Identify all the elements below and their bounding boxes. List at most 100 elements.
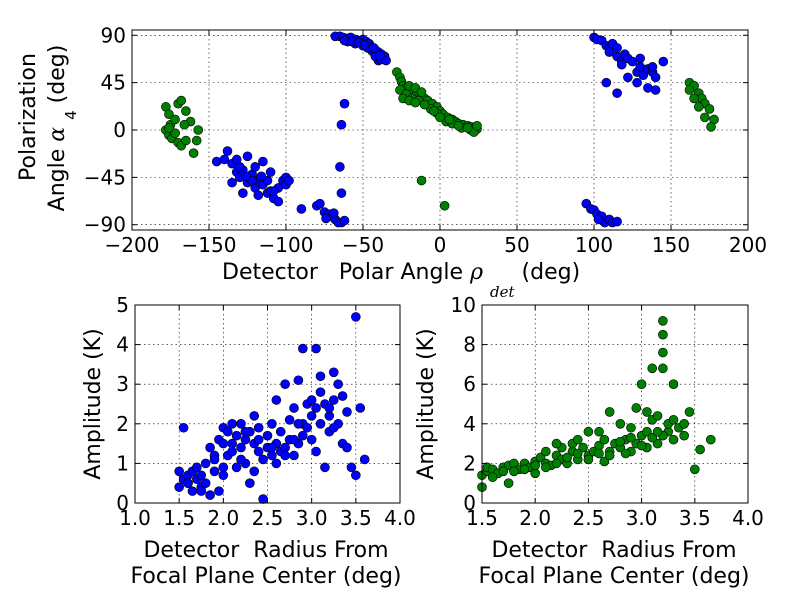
top-green-point bbox=[704, 104, 715, 114]
br-xtick-label: 2.5 bbox=[572, 506, 604, 530]
br-xlabel-line1: Detector Radius From bbox=[491, 538, 736, 563]
top-blue-point bbox=[336, 188, 347, 198]
br-green-point bbox=[541, 446, 551, 457]
br-green-point bbox=[583, 454, 594, 465]
bl-ytick-label: 2 bbox=[116, 412, 129, 436]
top-green-point bbox=[693, 102, 704, 112]
top-blue-point bbox=[219, 154, 230, 165]
top-green-point bbox=[176, 95, 187, 106]
br-green-point bbox=[679, 418, 689, 429]
top-blue-point bbox=[368, 43, 379, 53]
top-xtick-label: 0 bbox=[434, 233, 447, 257]
br-green-point bbox=[541, 462, 551, 473]
bl-blue-point bbox=[253, 434, 264, 445]
br-xtick-label: 2.0 bbox=[519, 506, 551, 530]
bl-blue-point bbox=[328, 367, 339, 378]
br-green-point bbox=[642, 407, 652, 417]
br-xtick-label: 4.0 bbox=[732, 506, 764, 530]
top-green-point bbox=[453, 120, 464, 131]
bl-blue-point bbox=[258, 454, 268, 465]
top-green-point bbox=[706, 122, 716, 132]
bl-blue-point bbox=[293, 375, 304, 386]
bl-blue-point bbox=[324, 403, 335, 413]
br-green-point bbox=[636, 440, 647, 451]
top-green-point bbox=[164, 123, 174, 133]
top-green-point bbox=[462, 123, 473, 133]
top-green-point bbox=[188, 148, 199, 158]
top-blue-point bbox=[612, 216, 622, 227]
bl-blue-point bbox=[231, 430, 242, 441]
br-green-point bbox=[652, 438, 663, 449]
br-green-point bbox=[530, 460, 541, 471]
top-blue-point bbox=[650, 85, 661, 95]
br-green-point bbox=[551, 458, 562, 469]
br-green-point bbox=[594, 448, 604, 459]
br-green-point bbox=[658, 363, 668, 374]
br-green-point bbox=[668, 434, 679, 445]
bl-blue-point bbox=[306, 395, 317, 405]
top-green-point bbox=[179, 119, 190, 130]
bl-ytick-label: 5 bbox=[116, 293, 129, 317]
bl-blue-point bbox=[351, 470, 361, 481]
bl-blue-point bbox=[289, 434, 299, 445]
bl-blue-point bbox=[302, 422, 313, 433]
top-blue-point bbox=[328, 208, 339, 218]
br-green-point bbox=[572, 448, 583, 459]
top-green-point bbox=[439, 200, 450, 211]
top-green-point bbox=[689, 93, 699, 104]
bl-blue-point bbox=[253, 422, 264, 433]
br-xlabel-line2: Focal Plane Center (deg) bbox=[478, 564, 749, 589]
br-xtick-label: 3.5 bbox=[679, 506, 711, 530]
br-green-point bbox=[604, 450, 615, 461]
bl-xtick-label: 3.0 bbox=[296, 506, 328, 530]
bl-ytick-label: 3 bbox=[116, 372, 129, 396]
bl-xlabel-line2: Focal Plane Center (deg) bbox=[130, 564, 401, 589]
top-blue-point bbox=[381, 55, 391, 66]
top-blue-point bbox=[632, 77, 642, 88]
bl-blue-point bbox=[240, 426, 251, 437]
br-green-point bbox=[668, 379, 679, 390]
top-green-point bbox=[164, 109, 174, 120]
top-ylabel-line1: Polarization bbox=[16, 53, 41, 181]
br-green-point bbox=[599, 456, 610, 467]
bl-blue-point bbox=[284, 415, 295, 425]
bl-blue-point bbox=[227, 446, 237, 457]
top-green-point bbox=[700, 112, 710, 123]
top-xlabel-det-subscript: det bbox=[490, 283, 515, 301]
bl-blue-point bbox=[258, 494, 268, 504]
top-blue-point bbox=[268, 186, 279, 196]
bl-blue-point bbox=[280, 450, 290, 461]
bl-blue-point bbox=[311, 446, 321, 457]
br-axes-frame bbox=[481, 304, 749, 504]
bl-blue-point bbox=[187, 486, 198, 496]
br-green-point bbox=[647, 432, 658, 443]
br-green-point bbox=[631, 403, 642, 413]
bl-blue-point bbox=[205, 442, 215, 453]
top-green-point bbox=[416, 87, 427, 97]
bl-blue-point bbox=[355, 403, 366, 413]
top-green-point bbox=[410, 97, 421, 108]
br-green-point bbox=[626, 432, 636, 443]
bl-blue-point bbox=[333, 379, 343, 390]
top-ytick-label: −45 bbox=[84, 165, 126, 189]
top-blue-point bbox=[658, 56, 669, 67]
bl-blue-point bbox=[205, 490, 215, 500]
top-blue-point bbox=[253, 190, 264, 201]
top-blue-point bbox=[612, 88, 622, 98]
top-green-point bbox=[170, 114, 180, 125]
bl-blue-point bbox=[200, 458, 211, 469]
bl-ytick-label: 0 bbox=[116, 491, 129, 515]
bl-xtick-label: 2.5 bbox=[252, 506, 284, 530]
top-green-point bbox=[191, 135, 202, 146]
top-ylabel-alpha-symbol: α bbox=[45, 127, 70, 142]
br-green-point bbox=[572, 434, 583, 445]
bl-xtick-label: 2.0 bbox=[207, 506, 239, 530]
bl-blue-point bbox=[249, 466, 260, 477]
bl-blue-point bbox=[328, 422, 339, 433]
bl-blue-point bbox=[306, 434, 317, 445]
br-green-point bbox=[594, 426, 604, 437]
top-xtick-label: −50 bbox=[342, 233, 384, 257]
br-green-point bbox=[498, 466, 509, 477]
br-green-point bbox=[642, 426, 652, 437]
br-green-point bbox=[620, 448, 631, 459]
